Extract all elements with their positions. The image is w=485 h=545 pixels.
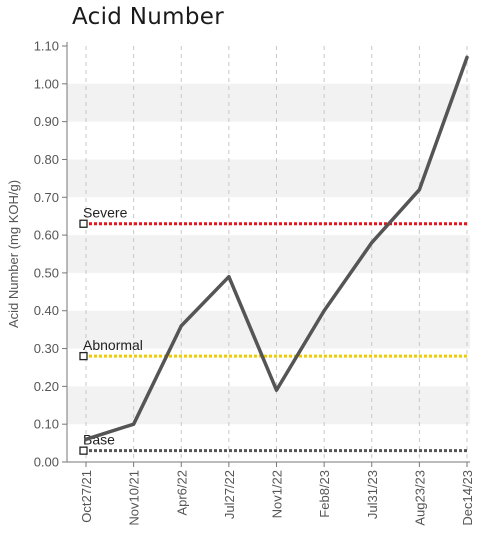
y-tick-label: 0.70: [34, 190, 59, 205]
limit-label-severe: Severe: [83, 205, 128, 221]
x-tick-label: Apr6/22: [174, 470, 189, 516]
y-tick-label: 0.80: [34, 152, 59, 167]
data-point: [275, 388, 278, 392]
y-tick-label: 0.90: [34, 114, 59, 129]
data-series: [84, 55, 469, 442]
x-tick-label: Dec14/23: [460, 470, 475, 526]
y-tick-label: 0.00: [34, 455, 59, 470]
x-tick-label: Oct27/21: [79, 470, 94, 523]
data-point: [227, 275, 231, 279]
data-point: [417, 188, 421, 192]
y-tick-label: 1.00: [34, 76, 59, 91]
grid-band: [67, 310, 470, 349]
data-point: [132, 422, 136, 426]
limit-label-base: Base: [83, 432, 115, 448]
x-tick-label: Jul31/23: [365, 470, 380, 519]
limit-lines: Severe Abnormal Base: [79, 205, 469, 455]
x-tick-labels: Oct27/21 Nov10/21 Apr6/22 Jul27/22 Nov1/22 Fe…: [79, 462, 475, 526]
grid-band: [67, 159, 470, 198]
y-tick-label: 0.40: [34, 303, 59, 318]
y-tick-label: 0.10: [34, 417, 59, 432]
data-point: [465, 55, 469, 59]
y-tick-label: 0.20: [34, 379, 59, 394]
data-point: [322, 309, 326, 313]
limit-marker: [79, 351, 88, 361]
x-tick-label: Feb8/23: [317, 470, 332, 518]
grid-band: [67, 386, 470, 425]
x-tick-label: Jul27/22: [222, 470, 237, 519]
y-tick-label: 0.60: [34, 228, 59, 243]
limit-label-abnormal: Abnormal: [83, 337, 143, 353]
y-axis-label: Acid Number (mg KOH/g): [6, 180, 21, 328]
chart-title: Acid Number: [72, 4, 224, 30]
limit-marker: [79, 219, 88, 228]
y-tick-label: 0.30: [34, 341, 59, 356]
y-tick-labels: 0.00 0.10 0.20 0.30 0.40 0.50 0.60 0.70 0.80 0.90…: [34, 39, 67, 470]
background-bands: [67, 83, 470, 425]
grid-band: [67, 83, 470, 122]
data-point: [370, 241, 374, 245]
data-point: [179, 324, 183, 328]
y-tick-label: 0.50: [34, 265, 59, 280]
limit-marker: [79, 446, 88, 455]
x-tick-label: Nov10/21: [127, 470, 142, 526]
axes: [66, 42, 470, 463]
x-tick-label: Aug23/23: [412, 470, 427, 526]
x-tick-label: Nov1/22: [270, 470, 285, 518]
y-tick-label: 1.10: [34, 39, 59, 54]
data-point: [84, 437, 88, 441]
vertical-gridlines: [85, 46, 468, 462]
grid-band: [67, 235, 470, 273]
